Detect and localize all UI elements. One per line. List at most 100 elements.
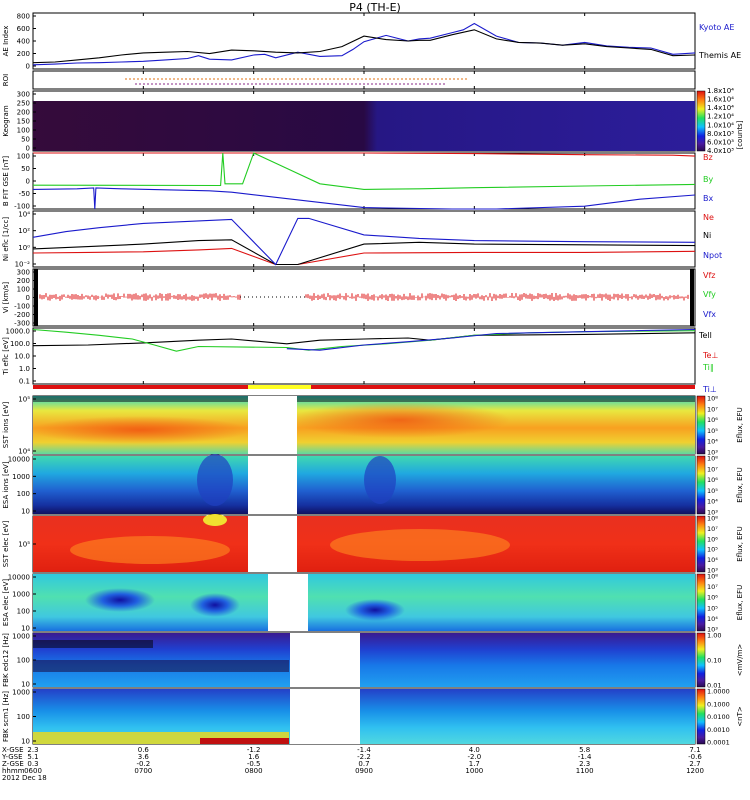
footer-row-label: 2012 Dec 18 [2,774,47,782]
panel-esa-electrons [33,574,695,631]
colorbar-tick: 10⁶ [707,416,718,424]
esa-ions-feature-2 [364,456,396,504]
y-tick-label: 800 [17,13,30,21]
y-tick-label: 0 [26,145,30,153]
vfz-trace [40,293,688,301]
colorbar-tick: 0.1000 [707,700,730,708]
panel-ae-index: Kyoto AE Themis AE [33,23,741,65]
colorbar [697,689,705,744]
y-tick-label: 100 [17,153,30,161]
y-tick-label: 600 [17,25,30,33]
panel-fbk-edc12 [33,633,695,687]
y-tick-label: 50 [21,136,30,144]
y-tick-label: -50 [19,190,30,198]
sst-ions-top-band [33,396,695,402]
y-axis-label: FBK edc12 [Hz] [2,633,10,687]
y-tick-label: 10⁵ [18,541,30,549]
footer-time: 0600 [24,767,42,775]
y-axis-label: Ni eflc [1/cc] [2,217,10,261]
y-tick-label: 10 [21,625,30,633]
y-tick-label: 0.1 [19,378,30,386]
legend-vfx: Vfx [703,310,716,319]
y-tick-label: 1000.0 [6,328,31,336]
colorbar-tick: 10⁸ [707,515,718,523]
footer-time: 0900 [355,767,373,775]
y-axis-label: FBK scm1 [Hz] [2,691,10,742]
panel-density: Ne Ni Npot [33,213,722,265]
sst-ions-feature-2 [290,402,510,438]
legend-vfz: Vfz [703,271,716,280]
y-tick-label: 300 [17,269,30,277]
sst-electrons-gap [248,516,297,572]
y-tick-label: 0 [26,63,30,71]
series-themis-ae [33,30,695,63]
y-tick-label: 10 [21,508,30,516]
y-axis-label: SST elec [eV] [2,520,10,567]
panel-sst-electrons [33,514,695,572]
y-tick-label: -200 [14,311,30,319]
panel-fbk-scm1 [33,689,695,744]
y-axis-label: ESA elec [eV] [2,579,10,626]
esa-electrons-feature-1 [85,588,155,612]
y-tick-label: 10⁴ [18,448,30,456]
series-npot [33,218,695,264]
colorbar-tick: 10⁶ [707,535,718,543]
mode-bar-red-1 [33,385,248,389]
vi-right-spikes [690,269,694,326]
esa-ions-image [33,456,695,514]
colorbar-label: Eflux, EFU [736,585,744,620]
colorbar-tick: 10⁶ [707,476,718,484]
colorbar-label: Eflux, EFU [736,407,744,442]
y-tick-label: 10 [21,738,30,746]
fbk-edc12-band-1 [33,660,289,672]
y-tick-label: 10⁰ [18,244,30,252]
y-tick-label: 50 [21,165,30,173]
y-tick-label: 400 [17,38,30,46]
footer-time: 1100 [576,767,594,775]
y-tick-label: 250 [17,100,30,108]
esa-electrons-feature-2 [190,593,240,617]
colorbar-tick: 10⁷ [707,465,718,473]
fbk-scm1-gap [290,689,360,744]
y-tick-label: 1.0 [19,365,30,373]
y-tick-label: 10.0 [14,353,30,361]
colorbar-tick: 10⁸ [707,455,718,463]
colorbar-tick: 1.2x10⁴ [707,113,734,121]
colorbar-tick: 10⁸ [707,395,718,403]
mode-strip [33,385,695,389]
plot-title: P4 (TH-E) [349,1,401,14]
legend-ni: Ni [703,231,711,240]
footer-time: 0700 [134,767,152,775]
y-tick-label: 10⁵ [18,396,30,404]
colorbar-tick: 1.0x10⁴ [707,121,734,129]
panel-frame-6 [33,328,695,384]
legend-tell: Tell [698,331,712,340]
y-tick-label: 1000 [12,473,30,481]
colorbar-label: Eflux, EFU [736,526,744,561]
colorbar-tick: 1.0000 [707,688,730,696]
colorbar-tick: 10⁴ [707,615,718,623]
y-axis-label: Keogram [2,105,10,136]
keogram-colorbar-unit: [counts] [736,120,744,149]
y-tick-label: 1000 [12,633,30,641]
legend-bx: Bx [703,194,713,203]
panel-frame-3 [33,153,695,209]
colorbar-tick: 10⁷ [707,405,718,413]
y-tick-label: 100.0 [10,340,30,348]
panel-b-field: Bz By Bx [33,153,713,209]
colorbar-tick: 10⁵ [707,427,718,435]
colorbar-label: <nT> [736,706,744,727]
colorbar-tick: 1.8x10⁴ [707,87,734,95]
colorbar-tick: 0.0001 [707,739,730,747]
colorbar-tick: 10⁵ [707,487,718,495]
mode-bar-yellow [248,385,311,389]
panel-frame-0 [33,13,695,69]
footer-time: 0800 [245,767,263,775]
panel-sst-ions [30,396,695,454]
series-by [33,153,695,189]
series-ti- [33,330,695,352]
keogram-shading [33,101,695,151]
colorbar [697,396,705,454]
y-tick-label: 10⁻² [15,261,31,269]
